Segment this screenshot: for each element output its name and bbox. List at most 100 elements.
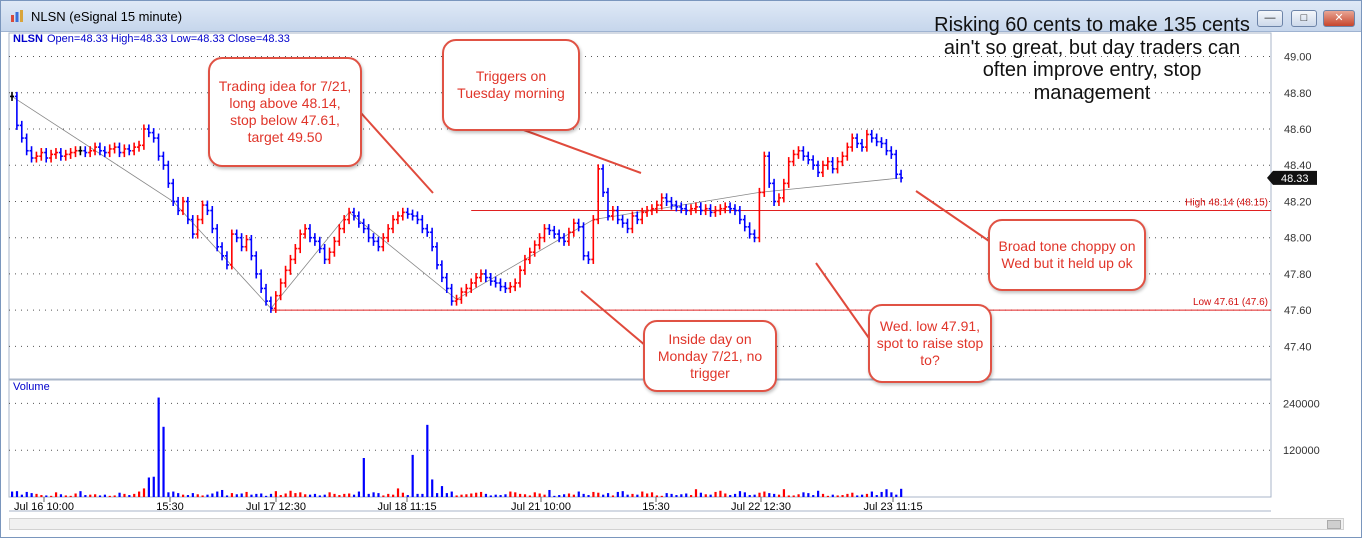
- volume-bar: [25, 491, 28, 497]
- price-bar: [454, 294, 459, 306]
- volume-bar: [514, 492, 517, 497]
- volume-bar: [426, 424, 429, 497]
- volume-bar: [826, 495, 829, 497]
- volume-bar: [528, 495, 532, 497]
- volume-bar: [294, 493, 297, 497]
- price-bar: [234, 229, 239, 243]
- volume-bar: [665, 493, 668, 497]
- price-bar: [508, 282, 513, 293]
- volume-bar: [782, 489, 786, 497]
- volume-bar: [181, 494, 185, 497]
- price-bar: [122, 144, 127, 158]
- volume-bar: [147, 477, 150, 497]
- price-bar: [772, 178, 777, 206]
- volume-bar: [30, 493, 33, 497]
- price-bar: [679, 202, 684, 214]
- volume-bar: [304, 494, 307, 497]
- price-tick-label: 49.00: [1284, 52, 1312, 64]
- price-bar: [786, 157, 791, 188]
- price-bar: [10, 91, 14, 101]
- price-bar: [474, 273, 479, 288]
- info-symbol: NLSN: [13, 33, 43, 45]
- price-bar: [347, 207, 352, 225]
- maximize-button[interactable]: □: [1291, 10, 1317, 27]
- volume-bar: [245, 491, 248, 497]
- price-bar: [640, 207, 645, 225]
- volume-bar: [670, 493, 673, 497]
- price-bar: [601, 164, 606, 197]
- volume-bar: [279, 495, 282, 497]
- price-bar: [659, 193, 664, 210]
- volume-bar: [616, 491, 619, 497]
- price-bar: [630, 211, 635, 234]
- volume-bar: [729, 495, 732, 497]
- price-bar: [112, 142, 117, 154]
- horizontal-scrollbar[interactable]: [9, 518, 1344, 530]
- price-bar: [24, 133, 29, 156]
- title-bar[interactable]: NLSN (eSignal 15 minute) — □ ✕: [1, 1, 1361, 32]
- volume-bar: [211, 493, 214, 497]
- volume-bar: [675, 495, 678, 497]
- volume-bar: [103, 494, 107, 497]
- price-bar: [102, 146, 107, 158]
- price-bar: [210, 206, 215, 234]
- volume-bar: [64, 495, 67, 497]
- price-bar: [19, 120, 24, 143]
- volume-bar: [54, 492, 58, 497]
- price-bar: [39, 148, 44, 161]
- price-bar: [44, 148, 49, 163]
- volume-panel: [8, 379, 1272, 498]
- price-bar: [312, 233, 317, 246]
- price-bar: [391, 215, 396, 234]
- volume-bar: [455, 495, 458, 497]
- price-bar: [430, 227, 435, 252]
- volume-bar: [489, 495, 492, 497]
- volume-bar: [157, 397, 160, 497]
- price-bar: [869, 129, 874, 143]
- note-trading-idea: Trading idea for 7/21, long above 48.14,…: [208, 57, 362, 167]
- price-bar: [518, 265, 523, 288]
- volume-bar: [128, 495, 131, 497]
- price-bar: [620, 215, 625, 228]
- volume-label: Volume: [13, 381, 50, 393]
- volume-bar: [348, 493, 351, 497]
- price-bar: [625, 218, 630, 234]
- volume-bar: [851, 492, 854, 497]
- volume-bar: [167, 492, 170, 497]
- price-bar: [732, 204, 737, 216]
- volume-bar: [206, 494, 209, 497]
- volume-bar: [357, 491, 361, 497]
- price-bar: [850, 133, 855, 152]
- price-bar: [259, 269, 264, 293]
- volume-bar: [714, 491, 717, 497]
- price-bar: [835, 157, 840, 174]
- volume-bar: [802, 492, 805, 497]
- price-bar: [107, 144, 112, 158]
- minimize-button[interactable]: —: [1257, 10, 1283, 27]
- volume-bar: [445, 493, 448, 497]
- price-bar: [635, 211, 640, 225]
- volume-bar: [343, 493, 346, 497]
- price-bar: [811, 155, 816, 170]
- volume-bar: [856, 495, 859, 497]
- price-bar: [449, 283, 454, 306]
- price-bar: [552, 225, 557, 239]
- price-bar: [562, 233, 567, 246]
- price-bar: [73, 146, 78, 158]
- volume-bar: [646, 493, 649, 497]
- price-bar: [117, 142, 122, 158]
- price-bar: [268, 296, 273, 313]
- price-bar: [723, 202, 728, 214]
- price-bar: [742, 215, 747, 232]
- price-bar: [78, 146, 83, 156]
- volume-bar: [152, 476, 155, 497]
- price-bar: [493, 276, 498, 288]
- price-bar: [371, 233, 376, 246]
- price-bar: [293, 244, 298, 264]
- volume-bar: [470, 493, 473, 497]
- volume-bar: [313, 493, 317, 497]
- scrollbar-thumb[interactable]: [1327, 520, 1341, 529]
- volume-bar: [196, 494, 199, 497]
- close-button[interactable]: ✕: [1323, 10, 1355, 27]
- price-bar: [610, 206, 615, 221]
